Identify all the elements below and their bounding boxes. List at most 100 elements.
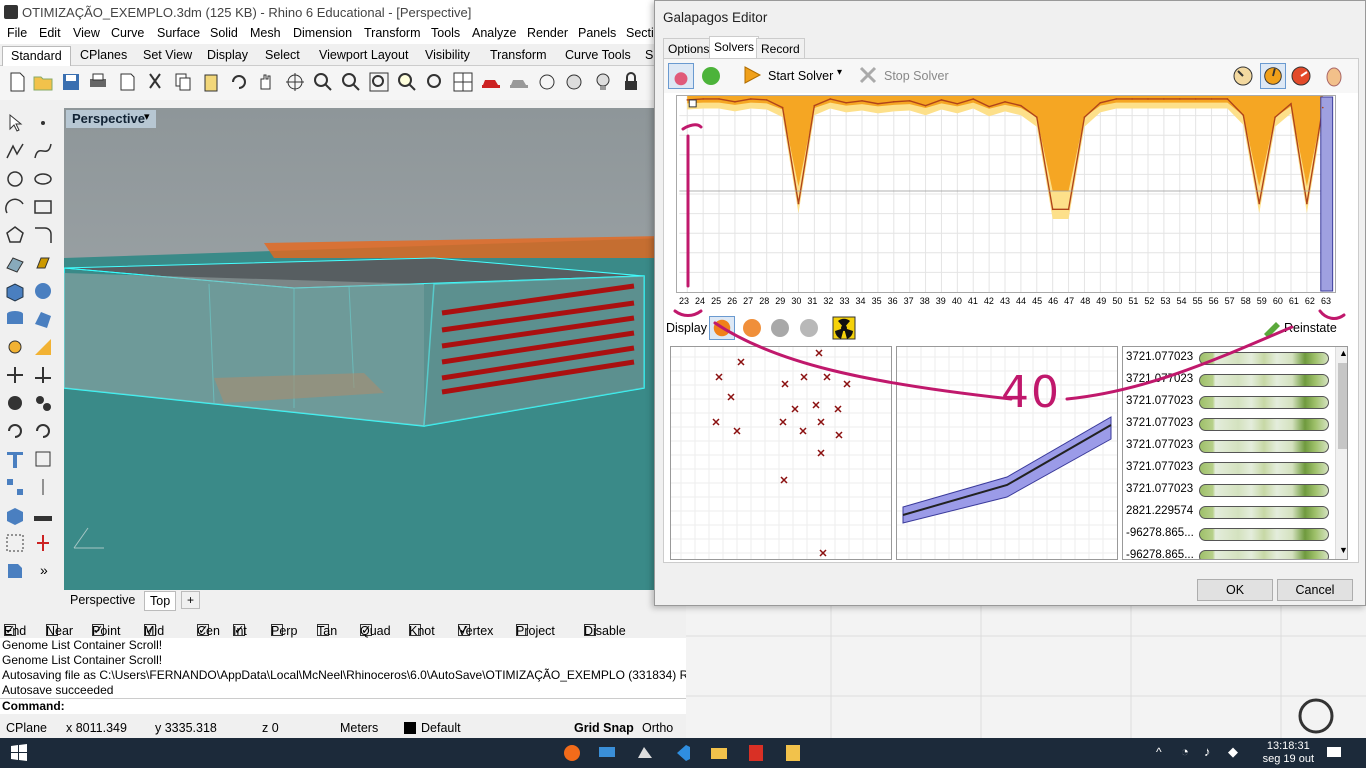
polygon-icon[interactable] xyxy=(4,224,26,246)
ungroup-icon[interactable] xyxy=(32,392,54,414)
egg-icon[interactable] xyxy=(1324,65,1344,87)
osnap-checkbox[interactable]: ✓ xyxy=(197,623,209,637)
genome-list-scrollbar[interactable]: ▲ ▼ xyxy=(1335,347,1348,559)
osnap-checkbox[interactable]: ✓ xyxy=(360,623,372,637)
new-file-icon[interactable] xyxy=(6,71,28,93)
menu-mesh[interactable]: Mesh xyxy=(250,26,281,40)
four-views-icon[interactable] xyxy=(452,71,474,93)
curve-icon[interactable] xyxy=(32,140,54,162)
add-viewport-tab-icon[interactable]: + xyxy=(181,591,201,609)
genome-row[interactable]: 2821.229574 xyxy=(1123,501,1347,523)
speed-fast-icon[interactable] xyxy=(1290,65,1312,87)
zoom-icon[interactable] xyxy=(312,71,334,93)
ok-button[interactable]: OK xyxy=(1197,579,1273,601)
block-icon[interactable] xyxy=(4,504,26,526)
tab-display[interactable]: Display xyxy=(207,48,248,62)
osnap-checkbox[interactable] xyxy=(516,624,528,636)
rotate-icon[interactable] xyxy=(4,420,26,442)
menu-dimension[interactable]: Dimension xyxy=(293,26,353,40)
cancel-button[interactable]: Cancel xyxy=(1277,579,1353,601)
acrobat-icon[interactable] xyxy=(747,744,765,762)
menu-surface[interactable]: Surface xyxy=(157,26,201,40)
osnap-checkbox[interactable] xyxy=(317,624,329,636)
windows-start-icon[interactable] xyxy=(10,744,28,762)
tray-chevron-icon[interactable]: ^ xyxy=(1156,745,1162,759)
dropbox-icon[interactable]: ◆ xyxy=(1228,744,1238,759)
reinstate-icon[interactable] xyxy=(1262,318,1284,338)
pan-hand-icon[interactable] xyxy=(255,71,277,93)
genome-row[interactable]: 3721.077023 xyxy=(1123,479,1347,501)
properties-icon[interactable] xyxy=(4,560,26,582)
save-icon[interactable] xyxy=(60,71,82,93)
wifi-icon[interactable]: ◔ xyxy=(1181,744,1189,759)
genome-row[interactable]: 3721.077023 xyxy=(1123,457,1347,479)
light-bulb-icon[interactable] xyxy=(592,71,614,93)
osnap-checkbox[interactable] xyxy=(409,624,421,636)
tab-record[interactable]: Record xyxy=(756,38,805,58)
polyline-icon[interactable] xyxy=(4,140,26,162)
notes-icon[interactable] xyxy=(784,744,802,762)
menu-edit[interactable]: Edit xyxy=(39,26,61,40)
osnap-checkbox[interactable]: ✓ xyxy=(233,623,245,637)
cplane-label[interactable]: CPlane xyxy=(6,721,47,735)
grid-snap-toggle[interactable]: Grid Snap xyxy=(574,721,634,735)
stop-solver-button[interactable]: Stop Solver xyxy=(884,69,949,83)
evolutionary-solver-icon[interactable] xyxy=(668,63,694,89)
genome-row[interactable]: -96278.865... xyxy=(1123,523,1347,545)
viewport-menu-chevron-icon[interactable]: ▾ xyxy=(144,111,150,123)
units-label[interactable]: Meters xyxy=(340,721,379,735)
cylinder-icon[interactable] xyxy=(4,308,26,330)
reinstate-button[interactable]: Reinstate xyxy=(1284,321,1337,335)
zoom-window-icon[interactable] xyxy=(340,71,362,93)
start-solver-icon[interactable] xyxy=(742,65,762,85)
undo-view-icon[interactable] xyxy=(424,71,446,93)
dimension-icon[interactable] xyxy=(32,336,54,358)
arc-icon[interactable] xyxy=(4,196,26,218)
remote-desktop-icon[interactable] xyxy=(598,744,616,762)
radiation-icon[interactable] xyxy=(832,316,856,340)
menu-panels[interactable]: Panels xyxy=(578,26,617,40)
scale-icon[interactable] xyxy=(32,420,54,442)
car-icon[interactable] xyxy=(480,71,502,93)
annealing-solver-icon[interactable] xyxy=(698,63,724,89)
tab-visibility[interactable]: Visibility xyxy=(425,48,470,62)
osnap-checkbox[interactable]: ✓ xyxy=(4,623,16,637)
dimension-tool-icon[interactable] xyxy=(32,448,54,470)
speed-medium-icon[interactable] xyxy=(1260,63,1286,89)
display-mode-3-icon[interactable] xyxy=(768,316,792,340)
record-icon[interactable] xyxy=(563,71,585,93)
volume-icon[interactable]: ♪ xyxy=(1204,744,1211,759)
mirror-icon[interactable] xyxy=(32,476,54,498)
ellipse-icon[interactable] xyxy=(32,168,54,190)
menu-curve[interactable]: Curve xyxy=(111,26,145,40)
scroll-down-icon[interactable]: ▼ xyxy=(1339,545,1348,555)
tab-curve-tools[interactable]: Curve Tools xyxy=(565,48,631,62)
array-icon[interactable] xyxy=(4,476,26,498)
tab-select[interactable]: Select xyxy=(265,48,300,62)
display-mode-2-icon[interactable] xyxy=(740,316,764,340)
rotate-view-icon[interactable] xyxy=(284,71,306,93)
cut-icon[interactable] xyxy=(144,71,166,93)
layer-label[interactable]: Default xyxy=(421,721,461,735)
genome-row[interactable]: 3721.077023 xyxy=(1123,347,1347,369)
open-folder-icon[interactable] xyxy=(32,71,54,93)
menu-tools[interactable]: Tools xyxy=(431,26,461,40)
lock-icon[interactable] xyxy=(620,71,642,93)
copy-icon[interactable] xyxy=(172,71,194,93)
paste-icon[interactable] xyxy=(200,71,222,93)
split-icon[interactable] xyxy=(32,364,54,386)
trim-icon[interactable] xyxy=(4,364,26,386)
menu-render[interactable]: Render xyxy=(527,26,568,40)
snap-circle-icon[interactable] xyxy=(536,71,558,93)
point-icon[interactable] xyxy=(32,112,54,134)
surface-icon[interactable] xyxy=(4,252,26,274)
file-explorer-icon[interactable] xyxy=(710,744,728,762)
viewport-title[interactable]: Perspective xyxy=(66,110,156,128)
grasshopper-canvas[interactable] xyxy=(686,606,1366,738)
tab-transform[interactable]: Transform xyxy=(490,48,547,62)
tab-overflow[interactable]: S xyxy=(645,48,654,62)
osnap-checkbox[interactable]: ✓ xyxy=(144,623,156,637)
rhino-taskbar-icon[interactable] xyxy=(636,744,654,762)
osnap-checkbox[interactable]: ✓ xyxy=(92,623,104,637)
print-icon[interactable] xyxy=(87,71,109,93)
